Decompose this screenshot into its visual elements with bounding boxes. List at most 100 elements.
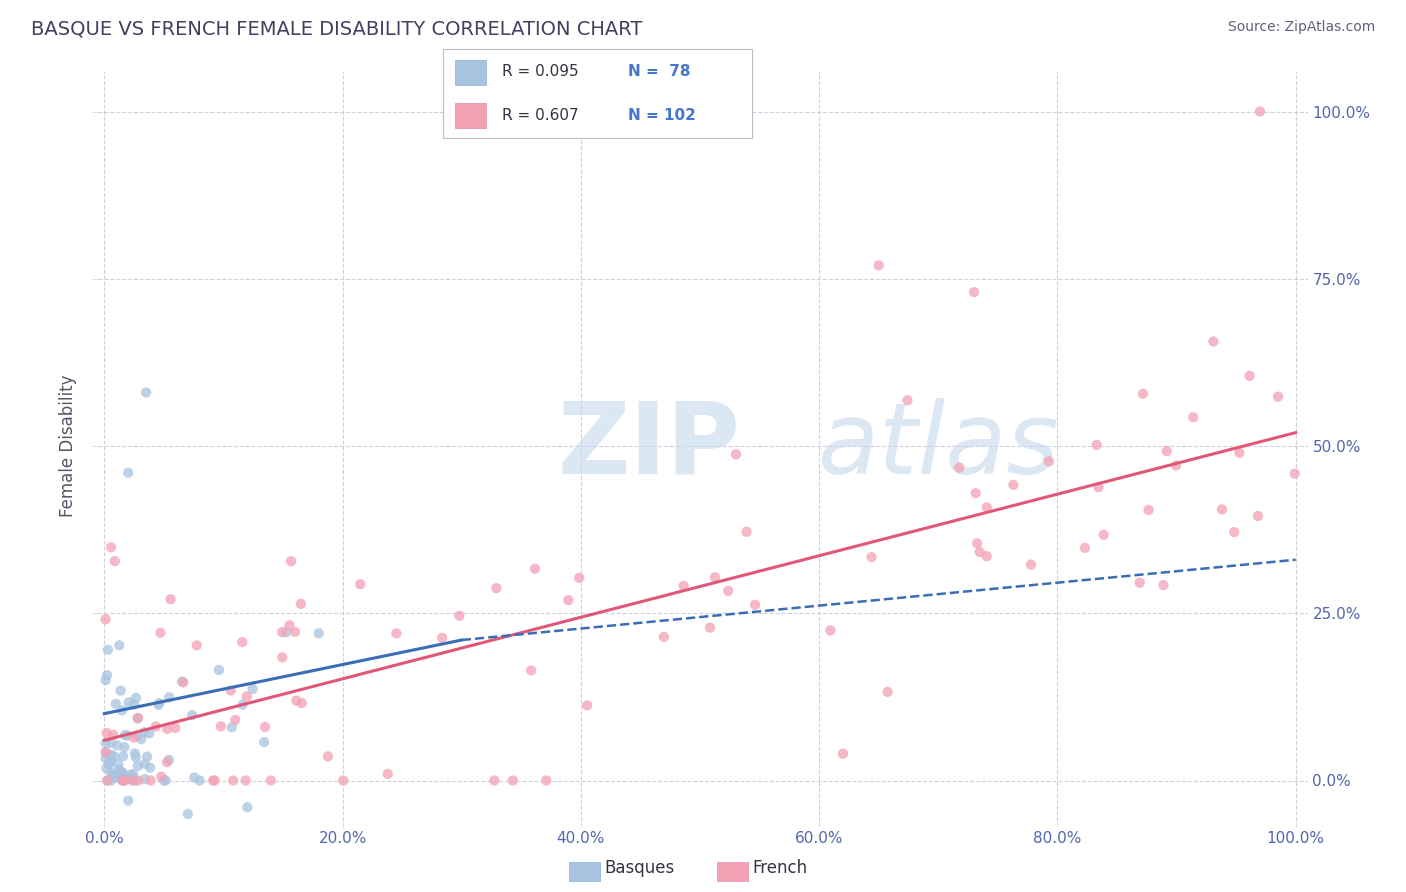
- Point: [108, 638, 131, 652]
- Point: [485, 581, 508, 595]
- Point: [236, 690, 259, 704]
- Text: Basques: Basques: [605, 859, 675, 877]
- Point: [724, 447, 747, 461]
- Point: [111, 703, 134, 717]
- Point: [110, 764, 132, 779]
- Point: [290, 597, 312, 611]
- Point: [117, 794, 139, 808]
- Point: [127, 712, 149, 726]
- Point: [224, 713, 246, 727]
- Point: [377, 767, 399, 781]
- Point: [242, 681, 264, 696]
- Point: [254, 720, 277, 734]
- Point: [170, 674, 193, 689]
- Point: [149, 625, 172, 640]
- Point: [104, 771, 127, 785]
- Point: [524, 562, 547, 576]
- Text: Source: ZipAtlas.com: Source: ZipAtlas.com: [1227, 20, 1375, 34]
- Point: [484, 773, 506, 788]
- Point: [125, 750, 148, 764]
- Point: [1284, 467, 1306, 481]
- Point: [652, 630, 675, 644]
- Point: [1132, 386, 1154, 401]
- Point: [280, 554, 302, 568]
- Point: [308, 626, 330, 640]
- Point: [155, 773, 177, 788]
- Point: [1223, 525, 1246, 540]
- Text: R = 0.607: R = 0.607: [502, 108, 578, 122]
- Point: [948, 460, 970, 475]
- Point: [966, 536, 988, 550]
- Point: [181, 708, 204, 723]
- Point: [100, 773, 122, 788]
- Point: [98, 755, 121, 769]
- Point: [276, 625, 298, 640]
- Point: [96, 668, 118, 682]
- Point: [153, 773, 176, 788]
- Point: [520, 664, 543, 678]
- Point: [1152, 578, 1174, 592]
- Point: [127, 773, 149, 788]
- Point: [98, 757, 121, 772]
- Point: [1249, 104, 1271, 119]
- Point: [157, 690, 180, 705]
- Point: [134, 725, 156, 739]
- Point: [235, 773, 257, 788]
- Point: [576, 698, 599, 713]
- Point: [111, 773, 134, 788]
- Point: [284, 624, 307, 639]
- Point: [699, 621, 721, 635]
- Point: [118, 695, 141, 709]
- Point: [208, 663, 231, 677]
- Point: [165, 721, 187, 735]
- Point: [172, 675, 194, 690]
- Point: [332, 773, 354, 788]
- Text: French: French: [752, 859, 807, 877]
- Point: [100, 766, 122, 780]
- Point: [449, 608, 471, 623]
- Point: [278, 618, 301, 632]
- Point: [976, 500, 998, 515]
- Point: [1038, 454, 1060, 468]
- Point: [135, 385, 157, 400]
- Point: [1002, 478, 1025, 492]
- Point: [291, 696, 314, 710]
- Point: [138, 726, 160, 740]
- Point: [159, 592, 181, 607]
- Point: [231, 635, 253, 649]
- Point: [156, 722, 179, 736]
- Point: [96, 761, 118, 775]
- Point: [111, 773, 134, 788]
- Point: [1239, 368, 1261, 383]
- Point: [221, 720, 243, 734]
- Point: [1074, 541, 1097, 555]
- Point: [121, 769, 143, 783]
- Point: [97, 642, 120, 657]
- Point: [104, 554, 127, 568]
- Point: [1164, 458, 1187, 473]
- Point: [96, 746, 118, 760]
- Point: [122, 767, 145, 781]
- Point: [122, 698, 145, 712]
- Point: [110, 771, 132, 785]
- Point: [271, 625, 294, 640]
- Point: [115, 729, 138, 743]
- Point: [202, 773, 225, 788]
- Point: [157, 753, 180, 767]
- Point: [145, 719, 167, 733]
- Point: [110, 683, 132, 698]
- Point: [136, 749, 159, 764]
- Point: [963, 285, 986, 300]
- Point: [236, 800, 259, 814]
- Point: [568, 571, 591, 585]
- Point: [150, 770, 173, 784]
- Point: [105, 739, 128, 753]
- Point: [271, 650, 294, 665]
- Point: [1247, 509, 1270, 524]
- Point: [96, 726, 118, 740]
- Point: [232, 698, 254, 712]
- Point: [744, 598, 766, 612]
- Point: [112, 749, 135, 764]
- Point: [100, 754, 122, 768]
- Point: [134, 756, 156, 771]
